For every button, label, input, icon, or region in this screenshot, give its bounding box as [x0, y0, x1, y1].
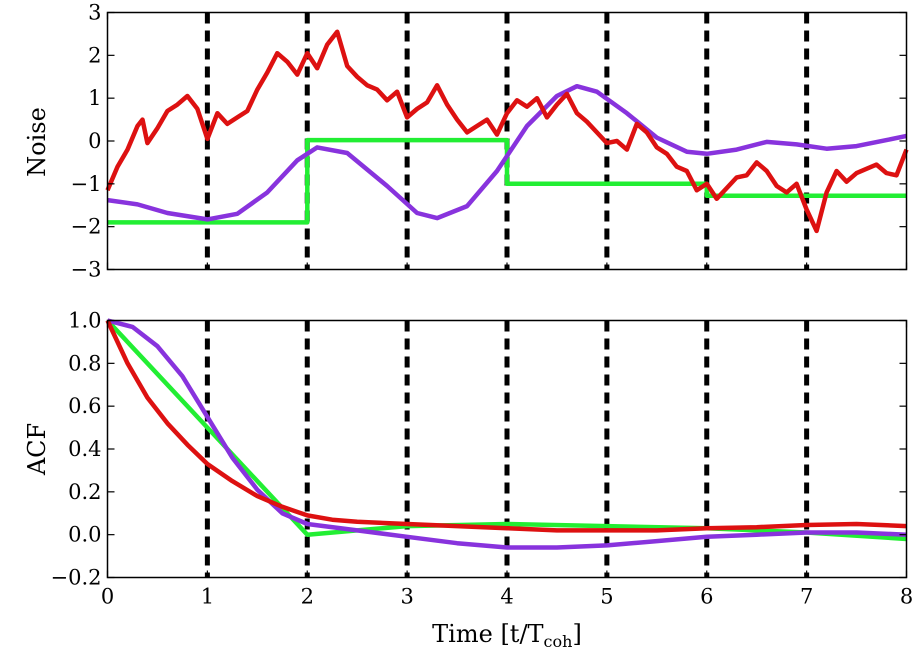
- acf-series-3-line: [105, 319, 907, 533]
- noise-y-axis-label: Noise: [23, 107, 51, 177]
- acf-y-tick-label: 0.4: [68, 437, 101, 461]
- x-tick-label: 4: [500, 585, 513, 609]
- x-axis-label-subscript: coh: [544, 632, 573, 651]
- acf-y-tick-label: −0.2: [51, 566, 102, 590]
- noise-ticks: [106, 11, 908, 271]
- noise-y-tick-label: 2: [88, 43, 101, 67]
- acf-y-tick-label: 0.2: [68, 480, 101, 504]
- acf-ticks: [106, 319, 908, 579]
- x-axis-label: Time [t/Tcoh]: [432, 620, 582, 651]
- x-tick-label: 0: [101, 585, 114, 609]
- acf-y-tick-label: 1.0: [68, 309, 101, 333]
- noise-y-tick-label: −3: [71, 258, 102, 282]
- acf-y-tick-label: 0.6: [68, 394, 101, 418]
- acf-vlines: [204, 320, 810, 578]
- noise-series: [105, 29, 909, 234]
- noise-series-3-line: [105, 29, 909, 234]
- x-tick-label: 7: [800, 585, 813, 609]
- acf-y-axis-label: ACF: [23, 423, 51, 476]
- acf-y-tick-label: 0.0: [68, 523, 101, 547]
- x-tick-label: 2: [301, 585, 314, 609]
- noise-panel: −3 −2 −1 0 1 2 3 Noise: [23, 1, 909, 282]
- acf-series-2-line: [106, 318, 907, 550]
- acf-panel: −0.2 0.0 0.2 0.4 0.6 0.8 1.0 0 1 2 3 4 5 6 7 8 ACF Tim…: [23, 309, 913, 652]
- noise-y-tick-label: 3: [88, 1, 101, 25]
- x-tick-label: 1: [201, 585, 214, 609]
- noise-series-1-line: [107, 137, 907, 225]
- x-tick-label: 5: [600, 585, 613, 609]
- x-tick-label: 3: [400, 585, 413, 609]
- acf-y-tick-label: 0.8: [68, 351, 101, 375]
- noise-series-2-line: [107, 83, 907, 222]
- noise-y-tick-labels: −3 −2 −1 0 1 2 3: [71, 1, 102, 282]
- acf-series: [105, 318, 907, 550]
- x-tick-label: 8: [900, 585, 913, 609]
- x-axis-label-close: ]: [572, 620, 581, 648]
- noise-y-tick-label: −1: [71, 172, 102, 196]
- x-axis-label-main: Time [t/T: [432, 620, 543, 648]
- noise-y-tick-label: −2: [71, 215, 102, 239]
- acf-x-tick-labels: 0 1 2 3 4 5 6 7 8: [101, 585, 913, 609]
- x-tick-label: 6: [700, 585, 713, 609]
- acf-y-tick-labels: −0.2 0.0 0.2 0.4 0.6 0.8 1.0: [51, 309, 102, 590]
- noise-y-tick-label: 1: [88, 86, 101, 110]
- noise-y-tick-label: 0: [88, 129, 101, 153]
